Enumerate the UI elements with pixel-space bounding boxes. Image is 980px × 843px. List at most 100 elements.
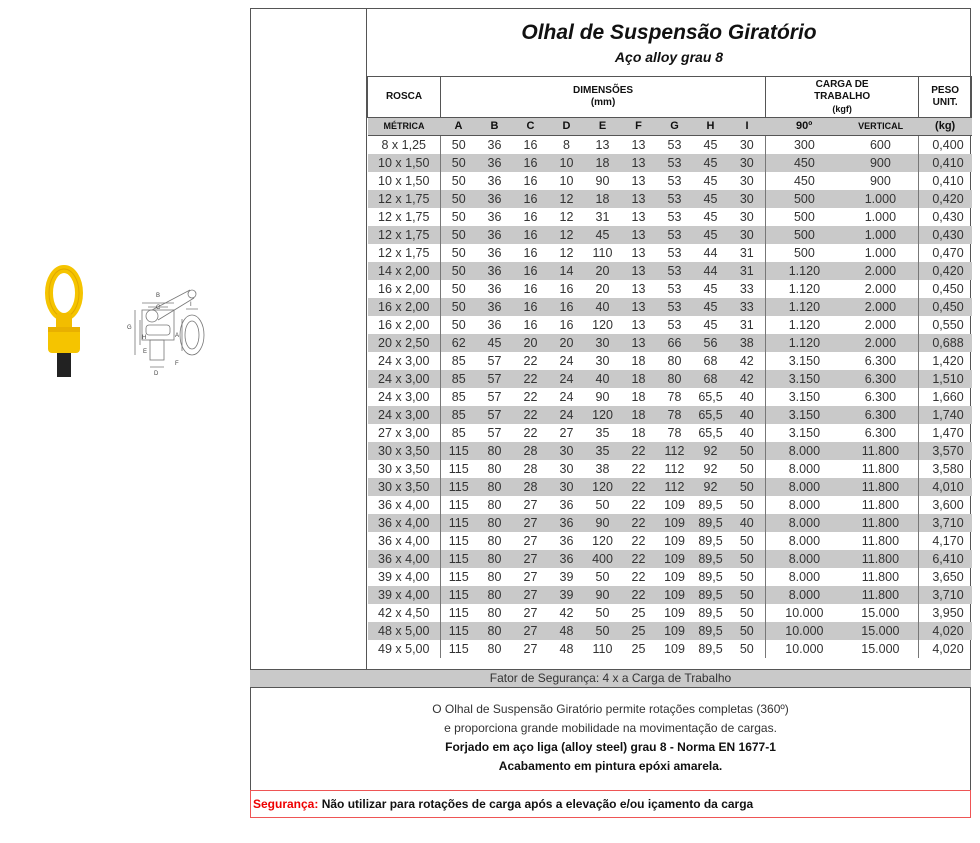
table-cell: 50 — [440, 208, 477, 226]
table-cell: 3,650 — [918, 568, 972, 586]
table-cell: 36 — [487, 246, 502, 260]
table-cell: 80 — [476, 622, 513, 640]
table-cell: 50 — [440, 298, 477, 316]
table-cell: 3.150 — [765, 352, 843, 370]
table-cell: 66 — [656, 334, 693, 352]
table-cell: 50 — [440, 244, 477, 262]
table-cell: 53 — [656, 190, 693, 208]
label-h: H — [142, 335, 146, 341]
table-cell: 50 — [739, 642, 754, 656]
table-cell: 50 — [595, 606, 610, 620]
subheader-6: F — [620, 117, 657, 136]
table-cell: 8.000 — [765, 532, 843, 550]
table-cell: 36 — [487, 174, 502, 188]
table-cell: 36 x 4,00 — [378, 498, 430, 512]
table-cell: 90 — [584, 586, 621, 604]
table-row: 16 x 2,00 50 36 16 16 40 13 53 45 33 1.120 2.000 0,4… — [367, 298, 972, 316]
table-cell: 50 — [440, 280, 477, 298]
table-cell: 85 — [440, 352, 477, 370]
header-rosca: ROSCA — [367, 76, 441, 118]
table-cell: 39 x 4,00 — [367, 586, 441, 604]
table-cell: 1,660 — [918, 388, 972, 406]
specs-table-body: 8 x 1,25 50 36 16 8 13 13 53 45 30 300 600 0,400 10 x… — [367, 135, 972, 658]
table-cell: 42 — [559, 606, 574, 620]
table-cell: 44 — [703, 246, 718, 260]
table-cell: 3,600 — [918, 496, 972, 514]
table-cell: 18 — [631, 426, 646, 440]
table-cell: 50 — [440, 154, 477, 172]
table-cell: 85 — [440, 370, 477, 388]
header-dimensoes: DIMENSÕES (mm) — [439, 76, 767, 118]
label-g: G — [127, 325, 132, 331]
table-cell: 53 — [667, 282, 682, 296]
table-cell: 28 — [512, 442, 549, 460]
table-row: 24 x 3,00 85 57 22 24 30 18 80 68 42 3.150 6.300 1,4… — [368, 352, 972, 370]
table-cell: 25 — [631, 606, 646, 620]
table-cell: 45 — [476, 334, 513, 352]
table-cell: 12 x 1,75 — [378, 210, 430, 224]
table-cell: 115 — [440, 640, 477, 658]
table-row: 12 x 1,75 50 36 16 12 18 13 53 45 30 500 1.000 0,420 — [367, 190, 972, 208]
table-cell: 2.000 — [842, 298, 919, 316]
table-cell: 13 — [631, 282, 646, 296]
table-cell: 27 — [512, 586, 549, 604]
table-row: 12 x 1,75 50 36 16 12 110 13 53 44 31 500 1.000 0,47… — [368, 244, 972, 262]
table-cell: 53 — [667, 138, 682, 152]
subheader-2: B — [476, 117, 513, 136]
table-cell: 35 — [584, 442, 621, 460]
swivel-eye-bolt-photo — [45, 265, 83, 377]
table-cell: 20 — [512, 334, 549, 352]
table-cell: 120 — [584, 478, 621, 496]
table-cell: 28 — [512, 478, 549, 496]
table-cell: 12 — [548, 190, 585, 208]
table-cell: 89,5 — [698, 570, 723, 584]
label-c: C — [156, 305, 161, 311]
table-cell: 22 — [620, 514, 657, 532]
table-cell: 92 — [703, 462, 718, 476]
label-f: F — [175, 361, 179, 367]
table-cell: 24 — [548, 406, 585, 424]
table-cell: 1.000 — [864, 246, 897, 260]
table-cell: 40 — [728, 406, 766, 424]
table-row: 16 x 2,00 50 36 16 16 20 13 53 45 33 1.120 2.000 0,4… — [368, 280, 972, 298]
table-cell: 36 — [487, 210, 502, 224]
table-cell: 31 — [728, 262, 766, 280]
page-subtitle: Aço alloy grau 8 — [614, 49, 724, 65]
table-cell: 4,010 — [918, 478, 972, 496]
table-cell: 115 — [440, 532, 477, 550]
table-cell: 0,688 — [918, 334, 972, 352]
table-cell: 0,410 — [918, 154, 972, 172]
table-cell: 36 x 4,00 — [367, 514, 441, 532]
table-cell: 13 — [620, 226, 657, 244]
table-cell: 16 — [523, 318, 538, 332]
table-cell: 40 — [728, 514, 766, 532]
table-cell: 30 — [548, 442, 585, 460]
table-cell: 0,430 — [918, 208, 972, 226]
table-cell: 109 — [664, 642, 685, 656]
table-cell: 36 — [476, 190, 513, 208]
subheader-1: A — [440, 117, 477, 136]
table-cell: 50 — [440, 172, 477, 190]
table-cell: 12 x 1,75 — [378, 246, 430, 260]
table-cell: 56 — [692, 334, 729, 352]
table-cell: 18 — [620, 406, 657, 424]
dimensoes-label: DIMENSÕES — [573, 85, 634, 96]
table-cell: 2.000 — [864, 282, 897, 296]
table-cell: 11.800 — [861, 462, 900, 476]
table-cell: 2.000 — [842, 334, 919, 352]
table-cell: 50 — [440, 226, 477, 244]
table-row: 42 x 4,50 115 80 27 42 50 25 109 89,5 50 10.000 15.… — [368, 604, 972, 622]
table-cell: 28 — [523, 462, 538, 476]
table-cell: 16 — [523, 210, 538, 224]
table-cell: 13 — [631, 318, 646, 332]
table-cell: 24 — [559, 390, 574, 404]
table-cell: 1.120 — [765, 262, 843, 280]
table-cell: 8.000 — [765, 550, 843, 568]
table-cell: 89,5 — [692, 622, 729, 640]
table-cell: 22 — [631, 534, 646, 548]
table-cell: 45 — [703, 138, 718, 152]
safety-warning: Segurança: Não utilizar para rotações de… — [250, 790, 971, 818]
table-cell: 89,5 — [698, 642, 723, 656]
table-cell: 109 — [656, 550, 693, 568]
table-cell: 53 — [656, 154, 693, 172]
